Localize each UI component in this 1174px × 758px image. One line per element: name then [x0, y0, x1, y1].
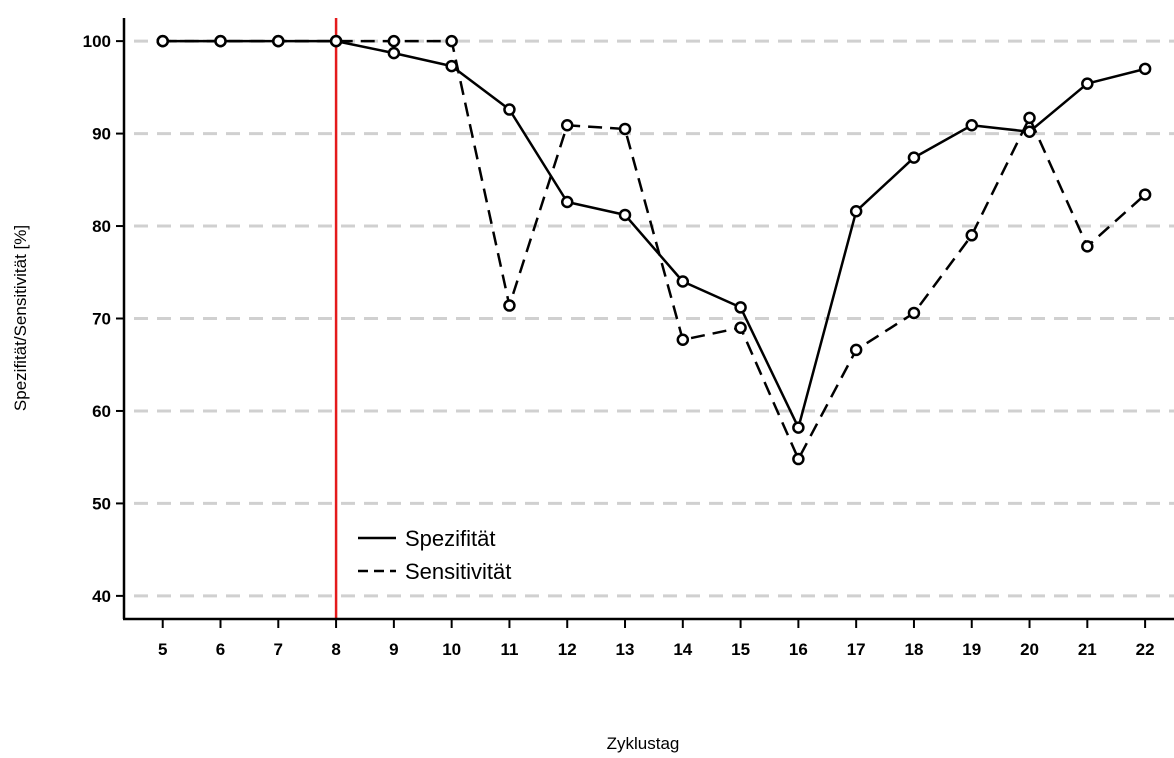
y-tick-label-50: 50 — [92, 494, 111, 513]
legend-label-spezifitaet: Spezifität — [405, 526, 496, 551]
point-sensitivitaet-21 — [1082, 241, 1092, 251]
series-line-spezifitaet — [163, 41, 1145, 428]
y-axis-title: Spezifität/Sensitivität [%] — [11, 225, 30, 411]
point-sensitivitaet-15 — [736, 323, 746, 333]
x-tick-label-13: 13 — [616, 640, 635, 659]
x-tick-label-22: 22 — [1136, 640, 1155, 659]
point-spezifitaet-13 — [620, 210, 630, 220]
point-sensitivitaet-18 — [909, 308, 919, 318]
point-spezifitaet-22 — [1140, 64, 1150, 74]
x-axis-title: Zyklustag — [607, 734, 680, 753]
point-sensitivitaet-9 — [389, 36, 399, 46]
legend-label-sensitivitaet: Sensitivität — [405, 559, 511, 584]
point-spezifitaet-17 — [851, 206, 861, 216]
x-tick-label-20: 20 — [1020, 640, 1039, 659]
y-tick-label-60: 60 — [92, 402, 111, 421]
x-tick-label-10: 10 — [442, 640, 461, 659]
point-spezifitaet-14 — [678, 277, 688, 287]
point-sensitivitaet-6 — [216, 36, 226, 46]
point-spezifitaet-21 — [1082, 79, 1092, 89]
x-tick-label-15: 15 — [731, 640, 750, 659]
y-tick-label-80: 80 — [92, 217, 111, 236]
x-tick-label-17: 17 — [847, 640, 866, 659]
point-sensitivitaet-22 — [1140, 190, 1150, 200]
point-sensitivitaet-8 — [331, 36, 341, 46]
point-spezifitaet-12 — [562, 197, 572, 207]
x-tick-label-12: 12 — [558, 640, 577, 659]
legend: Spezifität Sensitivität — [358, 526, 511, 584]
point-spezifitaet-11 — [504, 105, 514, 115]
point-spezifitaet-20 — [1025, 127, 1035, 137]
point-sensitivitaet-10 — [447, 36, 457, 46]
y-tick-label-90: 90 — [92, 125, 111, 144]
y-tick-label-100: 100 — [83, 32, 111, 51]
point-sensitivitaet-11 — [504, 301, 514, 311]
point-sensitivitaet-20 — [1025, 113, 1035, 123]
x-tick-label-9: 9 — [389, 640, 398, 659]
x-tick-label-14: 14 — [673, 640, 692, 659]
y-tick-label-70: 70 — [92, 310, 111, 329]
x-tick-label-21: 21 — [1078, 640, 1097, 659]
y-tick-label-40: 40 — [92, 587, 111, 606]
point-sensitivitaet-19 — [967, 230, 977, 240]
x-tick-label-8: 8 — [331, 640, 340, 659]
point-spezifitaet-15 — [736, 302, 746, 312]
x-tick-label-11: 11 — [500, 640, 518, 659]
ticks: 40 50 60 70 80 90 100 5 6 7 8 9 10 11 12 13 14 15 16 17 18 19… — [83, 32, 1155, 659]
point-sensitivitaet-14 — [678, 335, 688, 345]
point-sensitivitaet-5 — [158, 36, 168, 46]
point-sensitivitaet-17 — [851, 345, 861, 355]
series-group — [158, 36, 1150, 464]
x-tick-label-6: 6 — [216, 640, 225, 659]
x-tick-label-19: 19 — [962, 640, 981, 659]
x-tick-label-16: 16 — [789, 640, 808, 659]
point-spezifitaet-9 — [389, 48, 399, 58]
point-sensitivitaet-12 — [562, 120, 572, 130]
point-sensitivitaet-7 — [273, 36, 283, 46]
point-spezifitaet-10 — [447, 61, 457, 71]
point-spezifitaet-16 — [793, 423, 803, 433]
point-spezifitaet-19 — [967, 120, 977, 130]
x-tick-label-7: 7 — [274, 640, 283, 659]
point-sensitivitaet-16 — [793, 454, 803, 464]
x-tick-label-18: 18 — [904, 640, 923, 659]
x-tick-label-5: 5 — [158, 640, 167, 659]
gridlines — [134, 41, 1174, 596]
point-spezifitaet-18 — [909, 153, 919, 163]
point-sensitivitaet-13 — [620, 124, 630, 134]
